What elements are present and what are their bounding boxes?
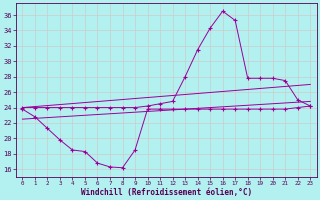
X-axis label: Windchill (Refroidissement éolien,°C): Windchill (Refroidissement éolien,°C): [81, 188, 252, 197]
